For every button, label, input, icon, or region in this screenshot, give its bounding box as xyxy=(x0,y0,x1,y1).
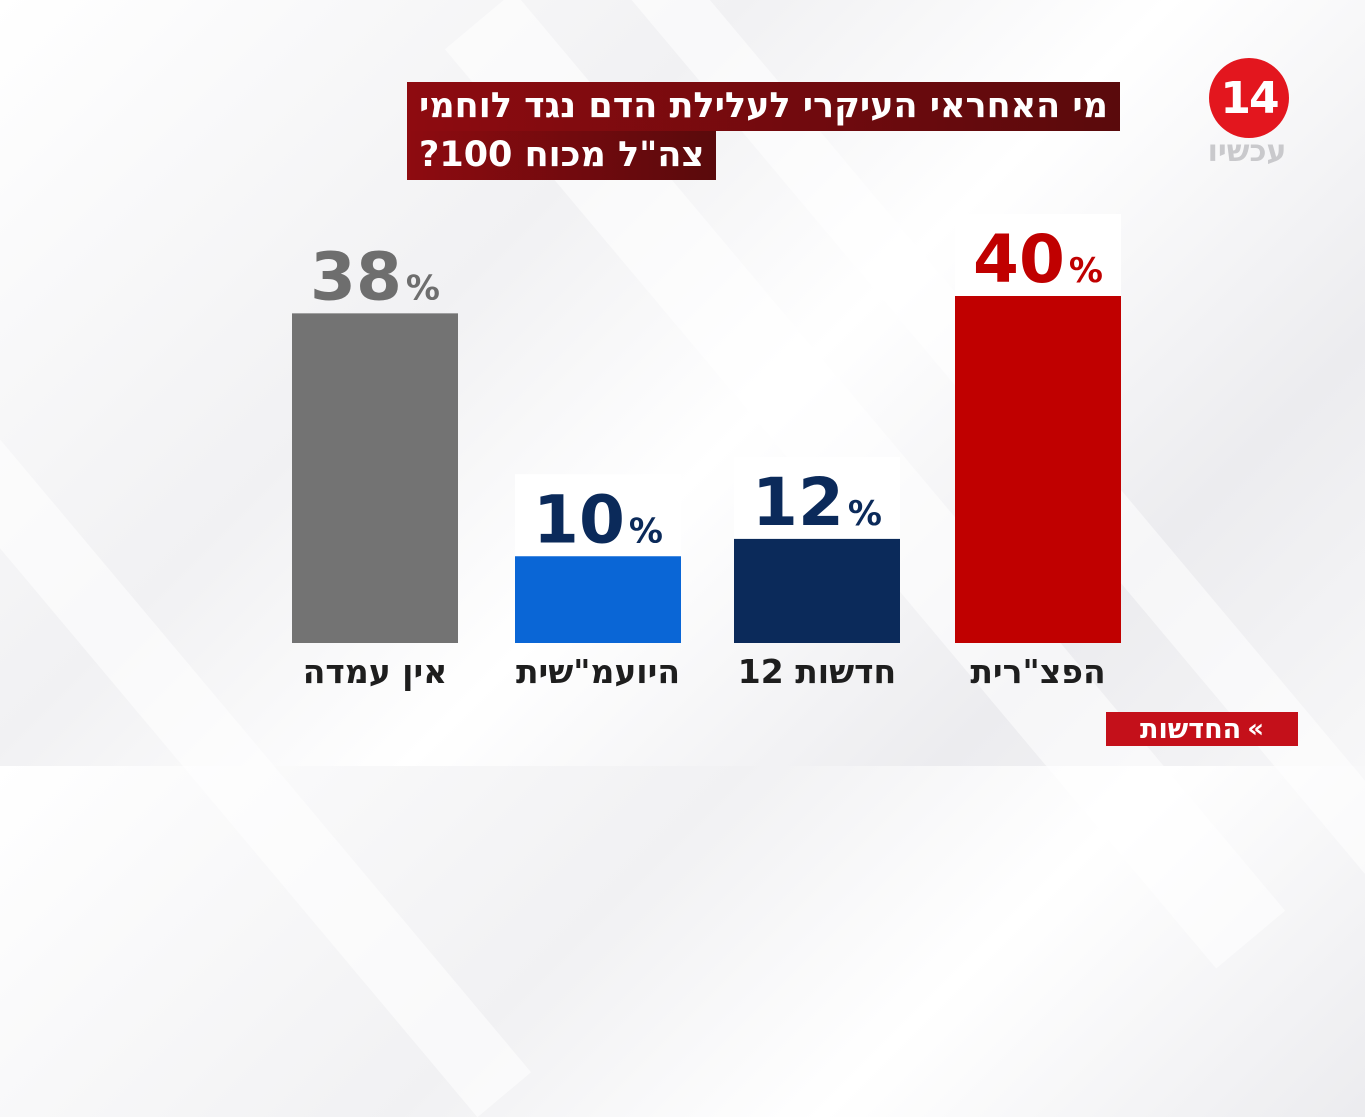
bar-group-2: 12 % חדשות 12 xyxy=(734,456,900,691)
data-label: 10% xyxy=(533,481,663,558)
chart-title: מי האחראי העיקרי לעלילת הדם נגד לוחמי צה… xyxy=(407,82,1120,180)
category-label: אין עמדה xyxy=(303,652,448,691)
news-tag: » החדשות xyxy=(1106,712,1298,746)
chevron-double-left-icon: » xyxy=(1247,714,1264,744)
data-label-suffix: % xyxy=(629,511,663,551)
bar xyxy=(955,296,1121,643)
news-tag-label: החדשות xyxy=(1140,713,1242,745)
bar xyxy=(734,538,900,643)
bar xyxy=(515,556,681,643)
bar-chart: 38 % אין עמדה 10 % היועמ"שית 12 % חדשות 12 40 % הפצ… xyxy=(292,214,1121,691)
data-label-value: 38 xyxy=(310,238,402,315)
data-label-value: 40 xyxy=(973,221,1065,298)
value-label-box xyxy=(515,474,681,557)
bar-group-3: 40 % הפצ"רית xyxy=(955,214,1121,691)
data-label: 12% xyxy=(752,464,882,541)
bar-group-1: 10 % היועמ"שית xyxy=(515,474,681,691)
data-label-value: 10 xyxy=(533,481,625,558)
channel-14-logo: 14 xyxy=(1209,58,1289,138)
logo-subtitle: עכשיו xyxy=(1207,134,1287,169)
value-label-box xyxy=(734,456,900,539)
bar-group-0: 38 % אין עמדה xyxy=(292,238,458,691)
category-label: הפצ"רית xyxy=(970,652,1105,691)
data-label-value: 12 xyxy=(752,464,844,541)
title-line-2: צה"ל מכוח 100? xyxy=(407,131,717,180)
bar xyxy=(292,313,458,643)
data-label: 38% xyxy=(310,238,440,315)
data-label-suffix: % xyxy=(406,268,440,308)
data-label: 40% xyxy=(973,221,1103,298)
category-label: היועמ"שית xyxy=(516,652,680,691)
value-label-box xyxy=(955,214,1121,296)
data-label-suffix: % xyxy=(1069,251,1103,291)
title-line-1: מי האחראי העיקרי לעלילת הדם נגד לוחמי xyxy=(407,82,1120,131)
data-label-suffix: % xyxy=(848,494,882,534)
category-label: חדשות 12 xyxy=(738,652,896,691)
logo-number: 14 xyxy=(1220,72,1279,124)
